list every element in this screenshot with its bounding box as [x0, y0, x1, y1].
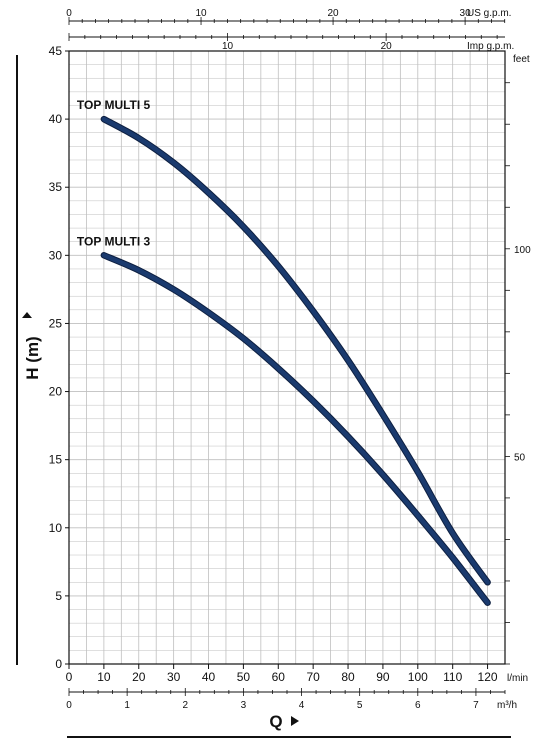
x-tick-label: 10: [97, 670, 111, 684]
series-line: [101, 253, 490, 605]
y-tick-label: 45: [49, 44, 63, 58]
x-axis-arrow-icon: [291, 716, 299, 726]
x-tick-label: 50: [237, 670, 251, 684]
x-tick-label: 90: [376, 670, 390, 684]
m3h-tick-label: 3: [241, 700, 247, 711]
y-tick-label: 30: [49, 248, 63, 262]
x-tick-label: 20: [132, 670, 146, 684]
x-tick-label: 70: [306, 670, 320, 684]
m3h-tick-label: 0: [66, 700, 72, 711]
m3h-tick-label: 4: [299, 700, 305, 711]
plot-area: [69, 51, 505, 664]
x-tick-label: 0: [66, 670, 73, 684]
y-tick-label: 0: [55, 657, 62, 671]
x-tick-label: 120: [478, 670, 498, 684]
m3h-tick-label: 2: [182, 700, 188, 711]
impgpm-tick-label: 10: [222, 41, 234, 52]
m3h-tick-label: 5: [357, 700, 363, 711]
m3h-tick-label: 7: [473, 700, 479, 711]
x-tick-label: 100: [408, 670, 428, 684]
feet-tick-label: 50: [514, 452, 526, 463]
m3h-tick-label: 1: [124, 700, 130, 711]
m3h-unit-label: m³/h: [497, 700, 517, 711]
x-tick-label: 110: [443, 670, 462, 684]
y-tick-label: 35: [49, 180, 63, 194]
y-tick-label: 15: [49, 453, 63, 467]
usgpm-tick-label: 10: [195, 8, 207, 19]
y-tick-label: 40: [49, 112, 63, 126]
feet-unit-label: feet: [513, 54, 530, 65]
impgpm-tick-label: 20: [381, 41, 393, 52]
series-line: [101, 116, 490, 585]
series-label: TOP MULTI 5: [77, 98, 151, 112]
y-tick-label: 25: [49, 316, 63, 330]
y-tick-label: 5: [55, 589, 62, 603]
y-axis-title-group: H (m): [22, 312, 42, 380]
x-tick-label: 80: [341, 670, 355, 684]
x-axis-title: Q: [269, 712, 282, 731]
y-axis-arrow-icon: [22, 312, 32, 318]
usgpm-tick-label: 30: [460, 8, 472, 19]
m3h-tick-label: 6: [415, 700, 421, 711]
x-tick-label: 60: [272, 670, 286, 684]
feet-tick-label: 100: [514, 245, 531, 256]
series-label: TOP MULTI 3: [77, 234, 151, 248]
lmin-unit-label: l/min: [507, 673, 528, 684]
y-tick-label: 20: [49, 385, 63, 399]
plot-frame: [68, 50, 506, 665]
x-tick-label: 30: [167, 670, 181, 684]
usgpm-unit-label: US g.p.m.: [467, 8, 511, 19]
x-tick-label: 40: [202, 670, 216, 684]
impgpm-unit-label: Imp g.p.m.: [467, 41, 514, 52]
y-tick-label: 10: [49, 521, 63, 535]
y-axis-title: H (m): [23, 336, 42, 379]
usgpm-tick-label: 20: [328, 8, 340, 19]
usgpm-tick-label: 0: [66, 8, 72, 19]
